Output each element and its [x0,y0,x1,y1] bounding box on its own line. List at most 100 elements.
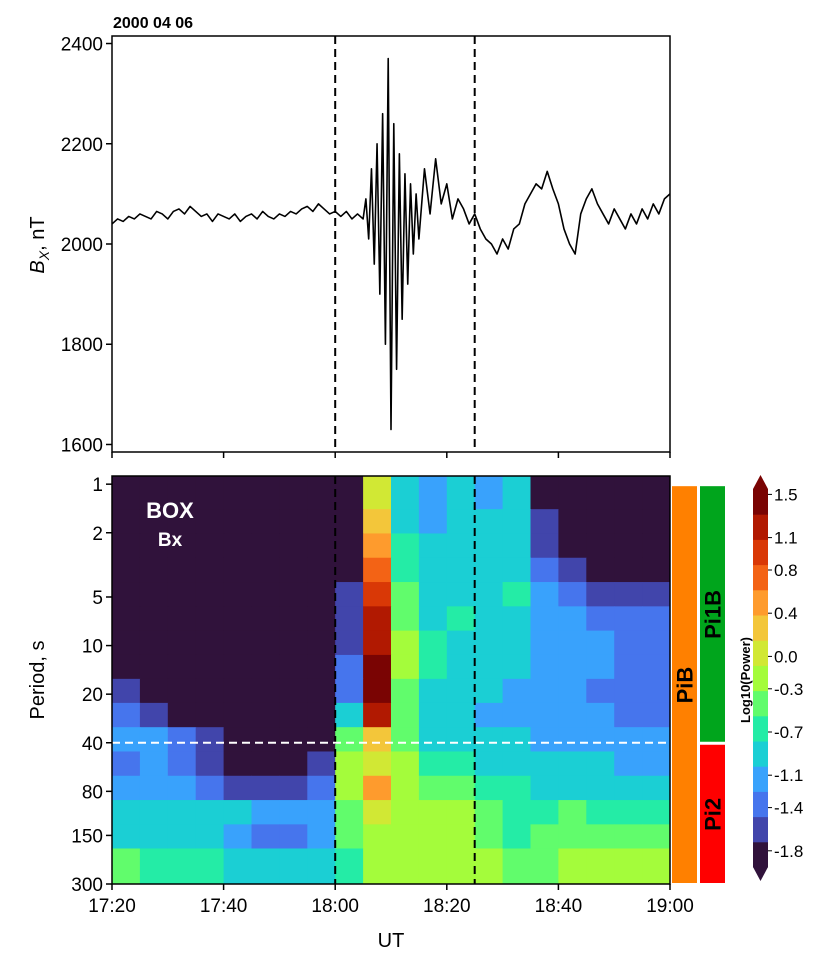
heatmap-cell [279,727,308,752]
heatmap-cell [251,727,280,752]
heatmap-cell [307,824,336,849]
heatmap-cell [112,476,141,510]
heatmap-cell [279,476,308,510]
heatmap-cell [474,509,504,534]
colorbar-swatch [753,665,768,692]
heatmap-cell [139,678,169,704]
heatmap-cell [363,727,392,752]
colorbar-swatch [753,816,768,843]
heatmap-cell [642,654,671,680]
heatmap-cell [139,509,169,534]
heatmap-cell [558,727,587,752]
heatmap-cell [363,557,392,583]
heatmap-cell [614,800,643,825]
heatmap-cell [167,654,197,680]
heatmap-cell [446,678,476,704]
heatmap-cell [614,654,643,680]
heatmap-cell [167,848,197,885]
heatmap-cell [363,848,392,885]
heatmap-cell [195,727,225,752]
heatmap-cell [279,509,308,534]
heatmap-cell [363,751,392,777]
heatmap-cell [614,678,643,704]
heatmap-cell [335,848,364,885]
colorbar-swatch [753,640,768,666]
heatmap-cell [558,702,587,728]
heatmap-cell [139,533,169,559]
heatmap-cell [363,775,392,801]
heatmap-cell [223,702,252,728]
heatmap-cell [642,775,671,801]
heatmap-cell [139,702,169,728]
heatmap-cell [363,509,392,534]
x-tick-label: 18:20 [423,896,471,917]
heatmap-cell [279,800,308,825]
period-band [700,744,725,883]
heatmap-cell [335,800,364,825]
heatmap-cell [195,654,225,680]
heatmap-cell [139,476,169,510]
heatmap-cell [614,848,643,885]
heatmap-cell [335,824,364,849]
heatmap-cell [279,557,308,583]
panel-annotation: Bx [158,530,183,551]
heatmap-cell [167,678,197,704]
heatmap-cell [195,509,225,534]
heatmap-cell [642,509,671,534]
heatmap-cell [586,775,615,801]
heatmap-cell [614,630,643,656]
heatmap-cell [335,557,364,583]
heatmap-cell [614,824,643,849]
heatmap-cell [530,557,559,583]
heatmap-cell [279,702,308,728]
heatmap-cell [279,751,308,777]
heatmap-cell [112,557,141,583]
heatmap-cell [530,630,559,656]
heatmap-cell [335,727,364,752]
y-tick-label: 2 [92,524,103,545]
heatmap-cell [223,582,252,607]
heatmap-cell [307,476,336,510]
heatmap-cell [251,606,280,632]
heatmap-cell [112,848,141,885]
colorbar-swatch [753,741,768,767]
colorbar-swatch [753,791,768,818]
heatmap-cell [586,630,615,656]
heatmap-cell [307,606,336,632]
heatmap-cell [474,476,504,510]
heatmap-cell [167,509,197,534]
heatmap-cell [139,751,169,777]
heatmap-cell [112,533,141,559]
heatmap-cell [502,630,531,656]
band-label: Pi2 [701,798,726,831]
heatmap-cell [223,476,252,510]
colorbar-swatch [753,564,768,591]
heatmap-cell [139,606,169,632]
heatmap-cell [195,582,225,607]
heatmap-cell [502,557,531,583]
heatmap-cell [167,702,197,728]
heatmap-cell [558,557,587,583]
heatmap-cell [558,751,587,777]
y-tick-label: 1 [92,475,103,496]
heatmap-cell [223,751,252,777]
heatmap-cell [418,630,448,656]
heatmap-cell [558,775,587,801]
heatmap-cell [279,606,308,632]
band-label: Pi1B [701,590,726,639]
x-axis-label: UT [378,930,405,952]
heatmap-cell [195,848,225,885]
heatmap-cell [223,678,252,704]
heatmap-cells [112,476,671,885]
heatmap-cell [335,654,364,680]
y-axis-label: BX, nT [27,216,52,273]
heatmap-cell [167,582,197,607]
y-label-unit: , nT [27,216,49,250]
y-tick-label: 2400 [61,35,103,56]
heatmap-cell [446,582,476,607]
heatmap-cell [586,606,615,632]
heatmap-cell [418,509,448,534]
heatmap-cell [558,678,587,704]
heatmap-cell [558,824,587,849]
heatmap-cell [307,678,336,704]
